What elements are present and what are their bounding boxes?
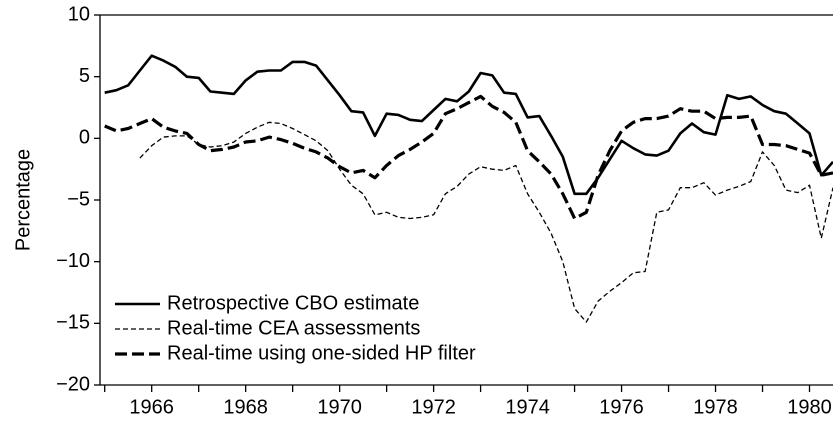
y-tick-label: 10 <box>68 3 90 25</box>
series-line <box>139 121 833 323</box>
x-tick-label: 1966 <box>129 396 174 418</box>
series-line <box>104 94 833 221</box>
legend-label: Real-time CEA assessments <box>167 317 420 339</box>
y-tick-label: −20 <box>56 373 90 395</box>
x-tick-label: 1970 <box>317 396 362 418</box>
x-tick-label: 1972 <box>411 396 456 418</box>
x-tick-label: 1976 <box>599 396 644 418</box>
legend-label: Retrospective CBO estimate <box>167 292 419 314</box>
x-tick-label: 1980 <box>787 396 832 418</box>
series-line <box>104 54 833 196</box>
y-tick-label: −10 <box>56 250 90 272</box>
y-tick-label: 0 <box>79 127 90 149</box>
y-tick-label: −5 <box>67 188 90 210</box>
x-tick-label: 1968 <box>223 396 268 418</box>
legend-label: Real-time using one-sided HP filter <box>167 342 476 364</box>
y-tick-label: −15 <box>56 312 90 334</box>
y-tick-label: 5 <box>79 65 90 87</box>
x-tick-label: 1974 <box>505 396 550 418</box>
x-tick-label: 1978 <box>693 396 738 418</box>
y-axis-label: Percentage <box>12 149 34 251</box>
